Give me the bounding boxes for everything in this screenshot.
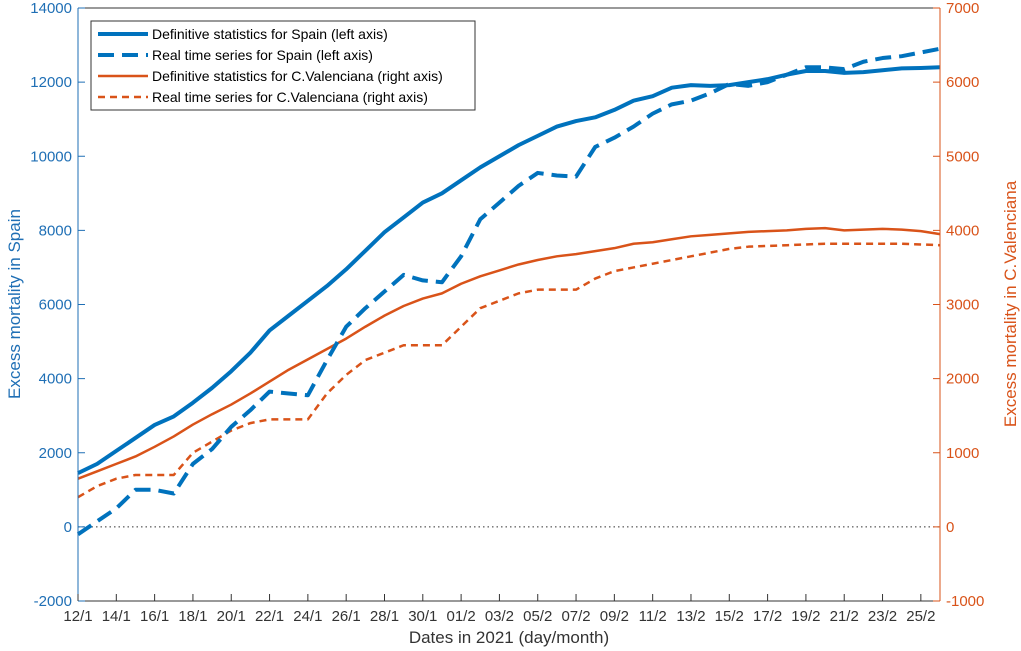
legend-box: [90, 20, 476, 111]
series-line-valenciana-definitive: [77, 226, 941, 480]
y-right-tick-label: 4000: [946, 222, 979, 239]
y-left-tick-label: 12000: [30, 74, 72, 91]
x-tick-label: 05/2: [523, 608, 552, 625]
x-tick-label: 15/2: [715, 608, 744, 625]
y-right-tick-label: 5000: [946, 148, 979, 165]
x-tick-label: 23/2: [868, 608, 897, 625]
x-tick-label: 01/2: [447, 608, 476, 625]
legend-label-spain-definitive: Definitive statistics for Spain (left ax…: [152, 26, 388, 42]
y-right-tick-label: 2000: [946, 371, 979, 388]
legend-label-valenciana-definitive: Definitive statistics for C.Valenciana (…: [152, 68, 443, 84]
y-left-tick-label: 10000: [30, 148, 72, 165]
series-line-valenciana-realtime: [77, 242, 941, 499]
y-left-tick-label: -2000: [34, 593, 72, 610]
y-left-tick-label: 4000: [39, 371, 72, 388]
series-line-spain-definitive: [77, 65, 941, 475]
x-tick-label: 19/2: [791, 608, 820, 625]
x-tick-label: 13/2: [676, 608, 705, 625]
x-tick-label: 28/1: [370, 608, 399, 625]
x-tick-label: 21/2: [830, 608, 859, 625]
y-right-tick-label: 6000: [946, 74, 979, 91]
x-tick-label: 25/2: [906, 608, 935, 625]
x-tick-label: 26/1: [332, 608, 361, 625]
x-tick-label: 07/2: [561, 608, 590, 625]
x-tick-label: 24/1: [293, 608, 322, 625]
legend-label-valenciana-realtime: Real time series for C.Valenciana (right…: [152, 89, 428, 105]
y-right-tick-label: -1000: [946, 593, 984, 610]
legend-label-spain-realtime: Real time series for Spain (left axis): [152, 47, 373, 63]
x-tick-label: 09/2: [600, 608, 629, 625]
ticks-layer: -200002000400060008000100001200014000-10…: [30, 0, 984, 625]
x-tick-label: 20/1: [217, 608, 246, 625]
x-tick-label: 03/2: [485, 608, 514, 625]
y-axis-label-left: Excess mortality in Spain: [5, 209, 24, 399]
x-tick-label: 17/2: [753, 608, 782, 625]
legend: Definitive statistics for Spain (left ax…: [90, 20, 476, 111]
y-right-tick-label: 3000: [946, 297, 979, 314]
y-axis-label-right: Excess mortality in C.Valenciana: [1001, 180, 1020, 427]
x-tick-label: 22/1: [255, 608, 284, 625]
x-tick-label: 14/1: [102, 608, 131, 625]
y-left-tick-label: 6000: [39, 297, 72, 314]
x-tick-label: 11/2: [639, 608, 667, 625]
x-tick-label: 16/1: [140, 608, 169, 625]
series-layer: [76, 46, 941, 536]
y-left-tick-label: 0: [64, 519, 72, 536]
y-right-tick-label: 7000: [946, 0, 979, 17]
x-tick-label: 18/1: [178, 608, 207, 625]
x-tick-label: 12/1: [63, 608, 92, 625]
y-right-tick-label: 1000: [946, 445, 979, 462]
y-right-tick-label: 0: [946, 519, 954, 536]
y-left-tick-label: 8000: [39, 222, 72, 239]
y-left-tick-label: 14000: [30, 0, 72, 17]
y-left-tick-label: 2000: [39, 445, 72, 462]
x-tick-label: 30/1: [408, 608, 437, 625]
x-axis-label: Dates in 2021 (day/month): [409, 628, 609, 647]
